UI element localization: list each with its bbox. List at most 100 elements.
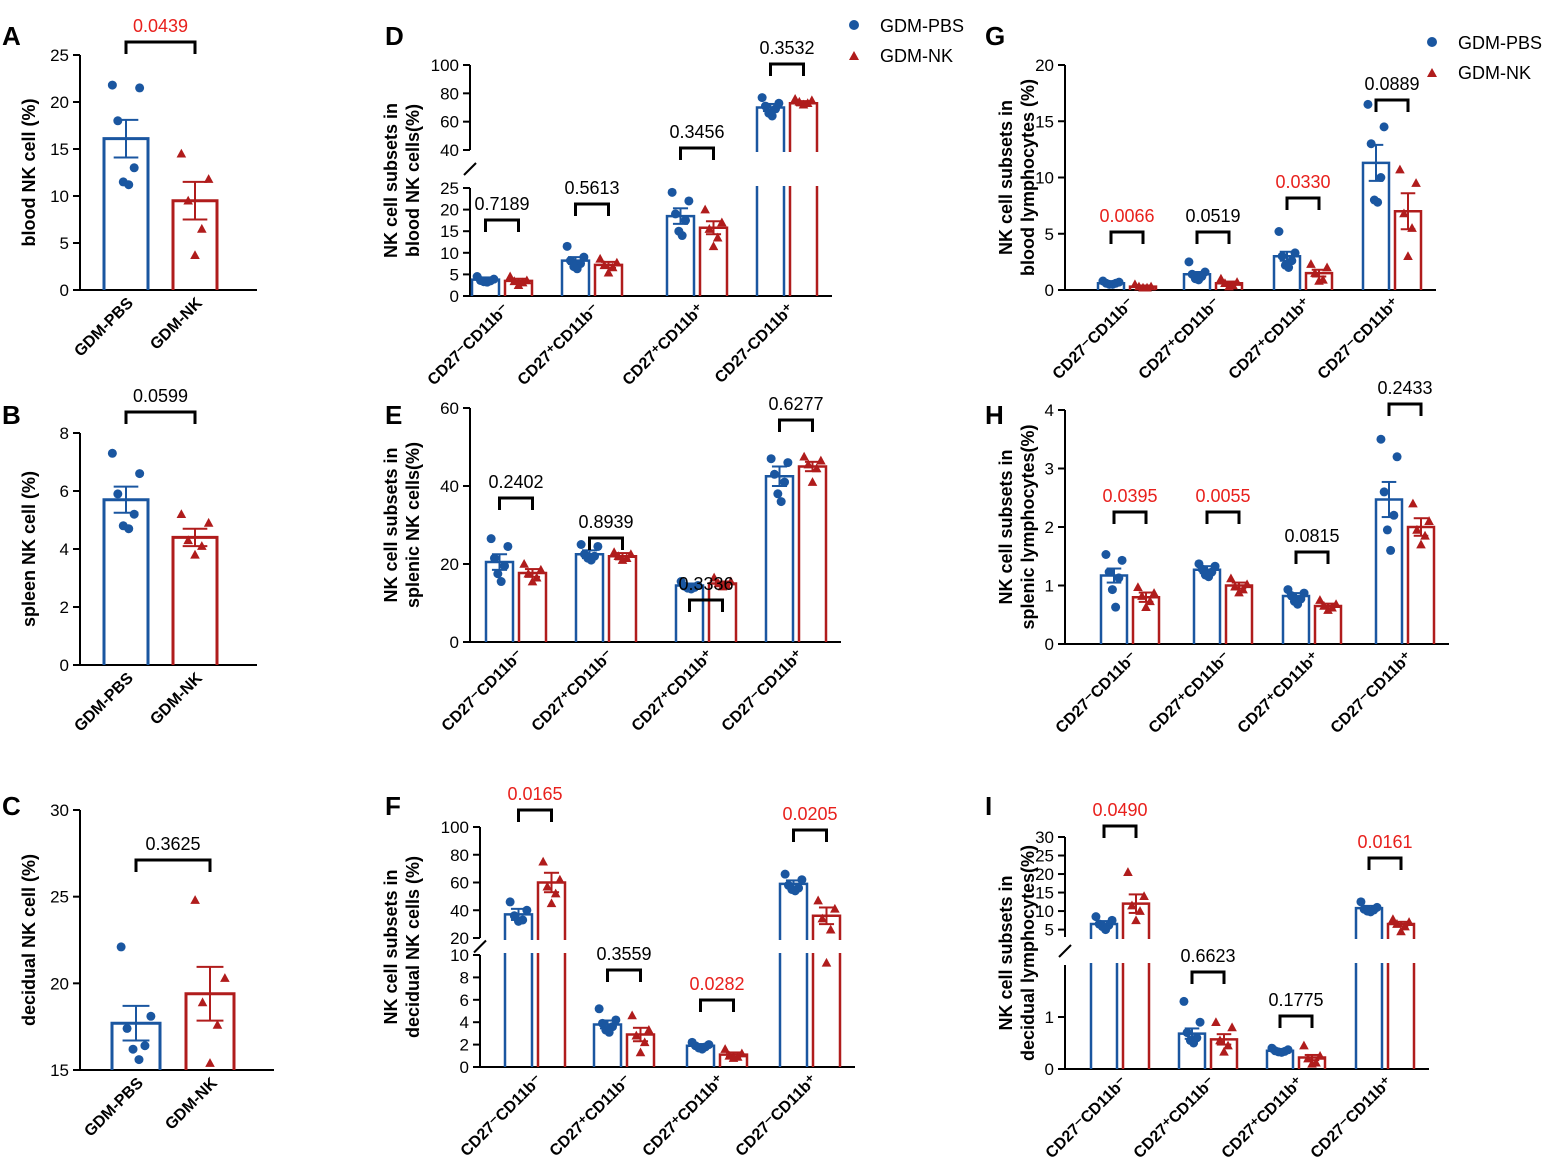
legend-d-pbs-marker — [849, 20, 859, 30]
data-point — [635, 1047, 646, 1057]
data-point — [1411, 178, 1421, 187]
data-point — [709, 572, 719, 582]
data-point — [771, 104, 781, 114]
data-point — [830, 903, 840, 913]
data-point — [1117, 555, 1127, 565]
data-point — [612, 257, 622, 267]
y-axis-label: NK cell subsets in — [996, 449, 1016, 604]
p-value-label: 0.8939 — [578, 512, 633, 532]
p-value-label: 0.6277 — [768, 394, 823, 414]
data-point — [113, 116, 123, 126]
data-point — [1416, 539, 1426, 549]
x-category-label: CD27⁻CD11b⁺ — [1308, 1074, 1396, 1162]
x-category-label: GDM-NK — [147, 294, 206, 353]
data-point — [522, 905, 532, 915]
data-point — [183, 535, 193, 545]
y-tick-label: 60 — [440, 399, 459, 418]
data-point — [116, 942, 126, 952]
data-point — [627, 1010, 637, 1020]
data-point — [514, 916, 523, 926]
y-tick-label: 8 — [460, 968, 469, 987]
bar-nk — [536, 881, 567, 1067]
comparison-bracket — [699, 998, 735, 1012]
data-point — [1366, 139, 1376, 149]
y-tick-label: 20 — [440, 555, 459, 574]
x-category-label: CD27⁺CD11b⁺ — [1235, 649, 1323, 737]
panel-letter: I — [985, 791, 992, 821]
y-axis-label: NK cell subsets in — [381, 103, 401, 258]
data-point — [1389, 510, 1399, 520]
y-axis-label: spleen NK cell (%) — [19, 471, 39, 627]
p-value-label: 0.0395 — [1102, 486, 1157, 506]
y-axis-label: decidual NK cell (%) — [19, 854, 39, 1026]
data-point — [821, 957, 832, 967]
p-value-label: 0.3336 — [678, 574, 733, 594]
data-point — [1224, 281, 1234, 291]
data-point — [1277, 1047, 1287, 1057]
data-point — [817, 913, 828, 923]
data-point — [1366, 907, 1376, 917]
data-point — [807, 477, 818, 486]
y-tick-label: 1 — [1045, 577, 1054, 596]
data-point — [726, 576, 736, 586]
p-value-label: 0.0889 — [1364, 74, 1419, 94]
data-point — [1101, 925, 1111, 935]
p-value-label: 0.1775 — [1268, 990, 1323, 1010]
data-point — [1149, 588, 1159, 597]
data-point — [134, 1055, 144, 1065]
data-point — [1287, 256, 1297, 266]
y-tick-label: 25 — [440, 179, 459, 198]
y-axis-label: blood lymphocytes (%) — [1018, 79, 1038, 276]
data-point — [1215, 1035, 1225, 1045]
p-value-label: 0.0282 — [689, 974, 744, 994]
data-point — [604, 1027, 614, 1037]
data-point — [712, 232, 723, 242]
data-point — [639, 1037, 650, 1047]
data-point — [140, 1041, 150, 1051]
data-point — [128, 1044, 138, 1054]
data-point — [489, 553, 499, 563]
data-point — [482, 277, 492, 287]
panel-b: B 0 2 4 6 8 spleen NK cell (%) 0.0599 GDM-PBS GDM… — [2, 386, 257, 735]
bar-break-gap — [1088, 939, 1120, 963]
y-tick-label: 4 — [1045, 401, 1054, 420]
comparison-bracket — [1195, 230, 1231, 244]
comparison-bracket — [1205, 510, 1241, 524]
data-point — [797, 875, 807, 885]
p-value-label: 0.7189 — [474, 194, 529, 214]
comparison-bracket — [792, 828, 828, 842]
comparison-bracket — [574, 202, 610, 216]
y-axis-label: blood NK cell (%) — [19, 98, 39, 246]
comparison-bracket — [769, 62, 805, 76]
data-point — [1408, 498, 1418, 508]
data-point — [586, 555, 596, 565]
data-point — [597, 1018, 607, 1028]
comparison-bracket — [1294, 550, 1330, 564]
y-tick-label: 20 — [440, 201, 459, 220]
data-point — [1420, 530, 1430, 540]
data-point — [783, 458, 793, 468]
data-point — [697, 1044, 707, 1054]
data-point — [1091, 912, 1101, 922]
x-category-label: CD27⁻CD11b⁺ — [733, 1072, 821, 1160]
data-point — [1363, 99, 1373, 109]
data-point — [1284, 263, 1294, 272]
data-point — [1189, 1038, 1199, 1048]
data-point — [1400, 921, 1410, 931]
data-point — [542, 881, 553, 891]
data-point — [1138, 282, 1148, 292]
data-point — [1179, 996, 1189, 1006]
data-point — [500, 561, 510, 571]
p-value-label: 0.0815 — [1284, 526, 1339, 546]
x-category-label: CD27⁻CD11b⁻ — [458, 1072, 546, 1160]
data-point — [825, 924, 836, 934]
bar-nk — [1121, 902, 1151, 1069]
data-point — [599, 260, 610, 270]
panel-letter: D — [385, 21, 404, 51]
data-point — [107, 448, 117, 458]
y-tick-label: 25 — [1035, 847, 1054, 866]
axis-break-mark — [1058, 944, 1072, 958]
x-category-label: GDM-NK — [162, 1074, 221, 1133]
data-point — [799, 451, 809, 461]
data-point — [1195, 1017, 1205, 1027]
